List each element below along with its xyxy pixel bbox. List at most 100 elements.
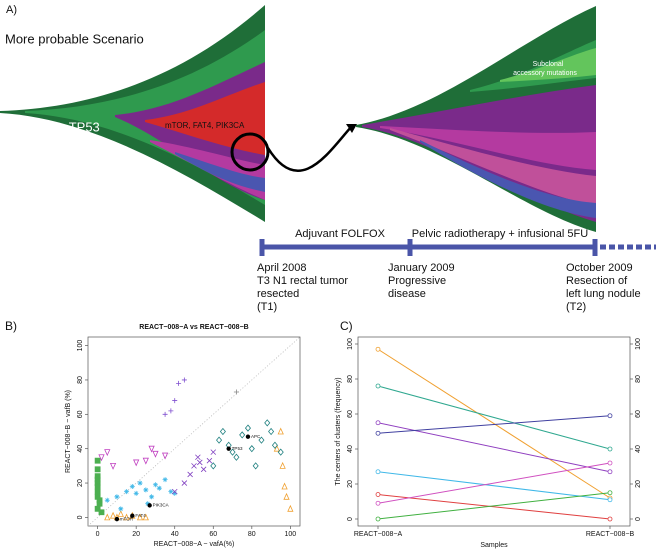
scatter-point [104,513,111,521]
scatter-point [176,380,182,386]
event-text: Resection of [566,275,628,287]
scatter-point [271,441,278,449]
scatter-point [171,488,178,495]
series-line [377,385,611,450]
series-line [377,492,611,520]
series-point [375,500,381,506]
treatment-label: Adjuvant FOLFOX [295,228,386,240]
scatter-point [287,504,294,512]
series-point [607,490,613,496]
series-line [377,462,611,504]
y-tick-label: 100 [347,338,354,350]
x-tick-label: 40 [171,531,179,538]
scatter-point [145,501,151,507]
scatter-point [206,457,213,464]
x-tick-label: 0 [96,531,100,538]
y2-tick-label: 60 [635,410,642,418]
fish-plot-t1 [0,5,357,222]
scatter-point [172,398,178,404]
y-tick-label: 0 [77,515,84,519]
scatter-point [94,466,101,473]
clone-label: APC, TP53 [35,119,100,134]
scatter-point [168,489,174,495]
scatter-point [142,457,149,465]
event-text: disease [388,288,426,300]
y-tick-label: 100 [77,340,84,352]
scatter-point [191,463,197,469]
series-point [607,469,613,475]
scatter-point [248,445,255,453]
scatter-point [133,459,140,467]
panel-label: A) [6,4,17,16]
scatter-point [200,466,207,473]
series-point [375,469,381,475]
scatter-point [147,503,152,508]
y2-tick-label: 80 [635,375,642,383]
x-tick-label: 20 [132,531,140,538]
series-point [607,413,613,419]
scatter-point [156,485,162,491]
scatter-point [98,509,105,516]
series-point [375,383,381,389]
event-text: T3 N1 rectal tumor [257,275,348,287]
event-text: (T2) [566,301,586,313]
scatter-point [114,494,120,500]
event-text: (T1) [257,301,277,313]
y-tick-label: 20 [347,480,354,488]
event-text: Progressive [388,275,446,287]
event-text: April 2008 [257,262,307,274]
scatter-point [239,431,246,439]
fish-plot-t2 [356,6,596,232]
scatter-point [136,513,144,521]
scatter-point [137,480,143,486]
y-tick-label: 80 [347,375,354,383]
series-line [377,422,611,473]
scatter-point [172,490,178,496]
series-point [607,460,613,466]
y2-tick-label: 0 [635,517,642,521]
series-point [375,516,381,522]
clone-label: mTOR, FAT4, PIK3CA [165,121,245,130]
y2-tick-label: 20 [635,480,642,488]
event-text: resected [257,288,299,300]
scatter-point [226,446,231,451]
x-axis-label: REACT−008−A − vafA(%) [154,541,235,548]
y-tick-label: 40 [77,445,84,453]
scatter-point [196,459,203,466]
scatter-point [104,497,110,503]
scatter-point [219,427,226,436]
scatter-point [264,419,271,427]
y-axis-label: REACT−008−B − vafB (%) [65,390,72,473]
y-tick-label: 20 [77,479,84,487]
series-line [377,494,611,520]
series-line [377,348,611,499]
event-text: October 2009 [566,262,633,274]
scatter-point [283,492,290,500]
scatter-point [148,445,155,453]
scatter-point [181,480,188,486]
subclone-label: Subclonal [533,61,564,68]
panel-label: B) [5,319,17,333]
scatter-point [195,454,201,461]
series-point [607,446,613,452]
scatter-point [142,513,149,521]
scatter-point [181,377,187,383]
scatter-point [277,427,284,435]
scatter-point [133,490,139,496]
scatter-point [124,489,130,495]
series-line [377,471,611,501]
scatter-point [123,513,130,521]
scatter-point [210,462,217,470]
y2-tick-label: 100 [635,338,642,350]
series-point [607,516,613,522]
scatter-point [114,516,120,522]
x-tick-label: REACT−008−B [586,531,635,538]
x-axis-label: Samples [480,542,508,549]
x-tick-label: 100 [285,531,297,538]
y-tick-label: 40 [347,445,354,453]
point-label: PIK3CA [153,503,169,508]
scatter-point [162,477,168,483]
panel-label: C) [340,319,353,333]
x-tick-label: 60 [209,531,217,538]
chart-title: REACT−008−A vs REACT−008−B [139,324,248,331]
